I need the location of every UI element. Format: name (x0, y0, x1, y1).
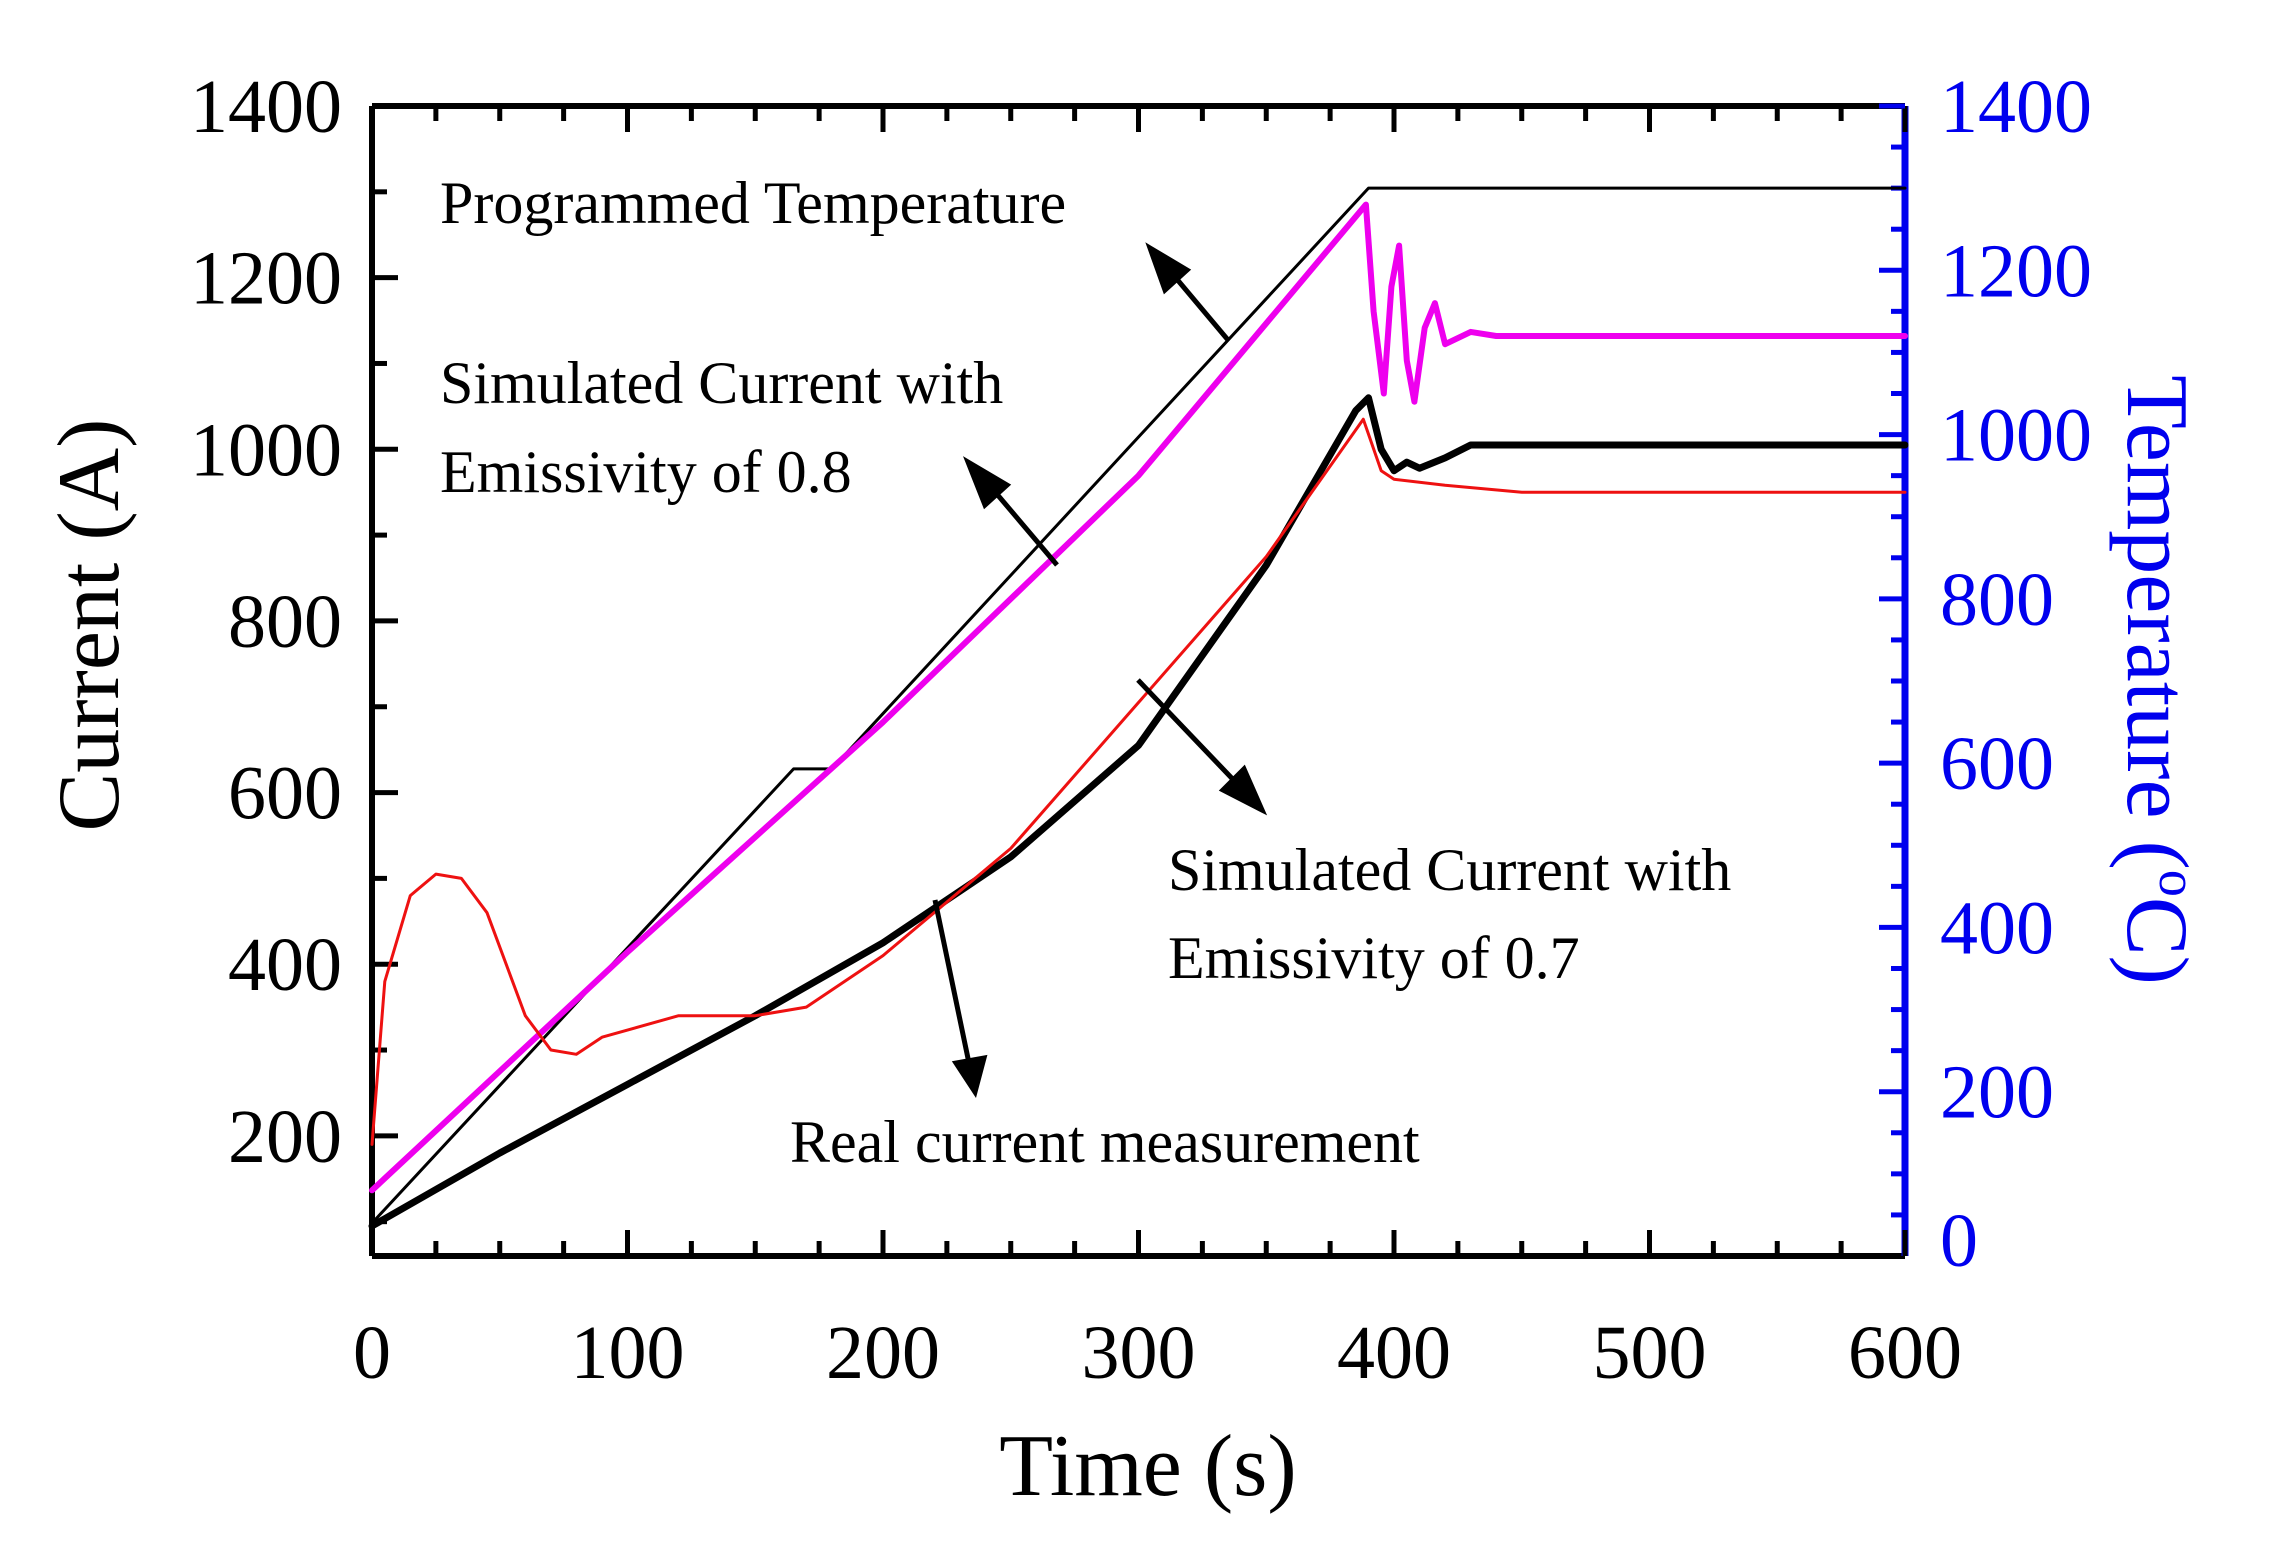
annotation-real: Real current measurement (790, 1109, 1420, 1175)
y-right-tick-label: 600 (1940, 722, 2054, 806)
y-right-tick-label: 0 (1940, 1199, 1978, 1283)
series-programmed-temperature (370, 186, 1907, 1225)
y-right-tick-label: 1200 (1940, 229, 2092, 313)
arrow-real (932, 899, 973, 1069)
annotation-programmed: Programmed Temperature (440, 170, 1066, 236)
annotation-emissivity-08-line1: Simulated Current with (440, 350, 1003, 416)
y-right-tick-label: 1000 (1940, 394, 2092, 478)
x-tick-label: 0 (353, 1311, 391, 1395)
series-real-current (370, 417, 1907, 1146)
y-left-tick-label: 800 (228, 580, 342, 664)
series-emissivity-07 (368, 394, 1909, 1230)
x-tick-label: 400 (1337, 1311, 1451, 1395)
y-left-tick-label: 200 (228, 1095, 342, 1179)
arrow-emissivity-07 (1136, 678, 1247, 794)
arrowhead-emissivity-07 (1218, 764, 1268, 816)
arrowhead-emissivity-08 (962, 456, 1012, 510)
ticks (369, 103, 1908, 1256)
annotation-emissivity-07-line1: Simulated Current with (1168, 837, 1731, 903)
series-layer (368, 186, 1909, 1230)
x-tick-label: 500 (1593, 1311, 1707, 1395)
y-left-tick-label: 1400 (190, 65, 342, 149)
annotation-emissivity-08-line2: Emissivity of 0.8 (440, 439, 852, 505)
y-right-tick-label: 1400 (1940, 65, 2092, 149)
arrowhead-real (951, 1054, 988, 1099)
y-left-tick-label: 1200 (190, 237, 342, 321)
annotation-emissivity-07-line2: Emissivity of 0.7 (1168, 925, 1580, 991)
y-right-tick-label: 800 (1940, 558, 2054, 642)
x-tick-label: 300 (1082, 1311, 1196, 1395)
y-axis-left-title: Current (A) (41, 419, 138, 832)
y-axis-right-title: Temperature (oC) (2108, 375, 2208, 985)
y-right-tick-label: 400 (1940, 886, 2054, 970)
tick-labels: 0 100 200 300 400 500 600 200 400 600 800 1000 1200 1… (190, 65, 2092, 1395)
y-left-tick-label: 400 (228, 923, 342, 1007)
y-left-tick-label: 1000 (190, 408, 342, 492)
x-axis-title: Time (s) (999, 1418, 1296, 1515)
arrowhead-programmed (1145, 242, 1192, 295)
x-tick-label: 600 (1848, 1311, 1962, 1395)
x-tick-label: 100 (571, 1311, 685, 1395)
x-tick-label: 200 (826, 1311, 940, 1395)
y-left-tick-label: 600 (228, 752, 342, 836)
y-right-tick-label: 200 (1940, 1051, 2054, 1135)
